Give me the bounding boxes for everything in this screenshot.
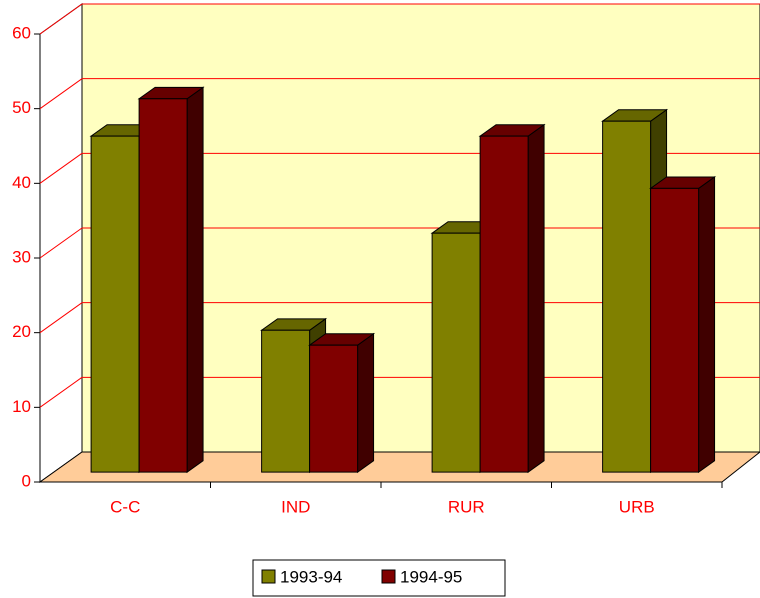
grid-line xyxy=(39,227,83,259)
x-tick-label: C-C xyxy=(110,497,140,516)
bar-side xyxy=(357,332,375,474)
y-tick-label: 50 xyxy=(12,98,31,117)
y-tick-label: 20 xyxy=(12,322,31,341)
bar xyxy=(602,120,652,473)
y-tick-label: 40 xyxy=(12,173,31,192)
bar-side xyxy=(527,123,545,474)
legend-box xyxy=(252,559,506,597)
legend-swatch xyxy=(381,569,396,584)
bar xyxy=(90,135,140,473)
bar xyxy=(138,98,188,473)
legend-label: 1994-95 xyxy=(400,567,462,586)
y-tick-label: 30 xyxy=(12,247,31,266)
x-tick-label: IND xyxy=(281,497,310,516)
y-tick-label: 10 xyxy=(12,397,31,416)
grid-line xyxy=(39,78,83,110)
bar-side xyxy=(698,175,716,474)
x-tick-label: URB xyxy=(619,497,655,516)
x-tick-label: RUR xyxy=(448,497,485,516)
bar xyxy=(261,329,311,473)
grid-line xyxy=(39,3,83,35)
grid-line xyxy=(39,302,83,334)
bar-side xyxy=(186,86,204,474)
y-tick-label: 60 xyxy=(12,23,31,42)
y-tick-label: 0 xyxy=(22,471,31,490)
bar xyxy=(479,135,529,473)
grid-line xyxy=(39,376,83,408)
legend-label: 1993-94 xyxy=(280,567,342,586)
legend-swatch xyxy=(261,569,276,584)
legend: 1993-94 1994-95 xyxy=(252,559,506,597)
bar xyxy=(650,187,700,473)
grid-line xyxy=(39,152,83,184)
bar xyxy=(309,344,359,473)
bar xyxy=(431,232,481,473)
